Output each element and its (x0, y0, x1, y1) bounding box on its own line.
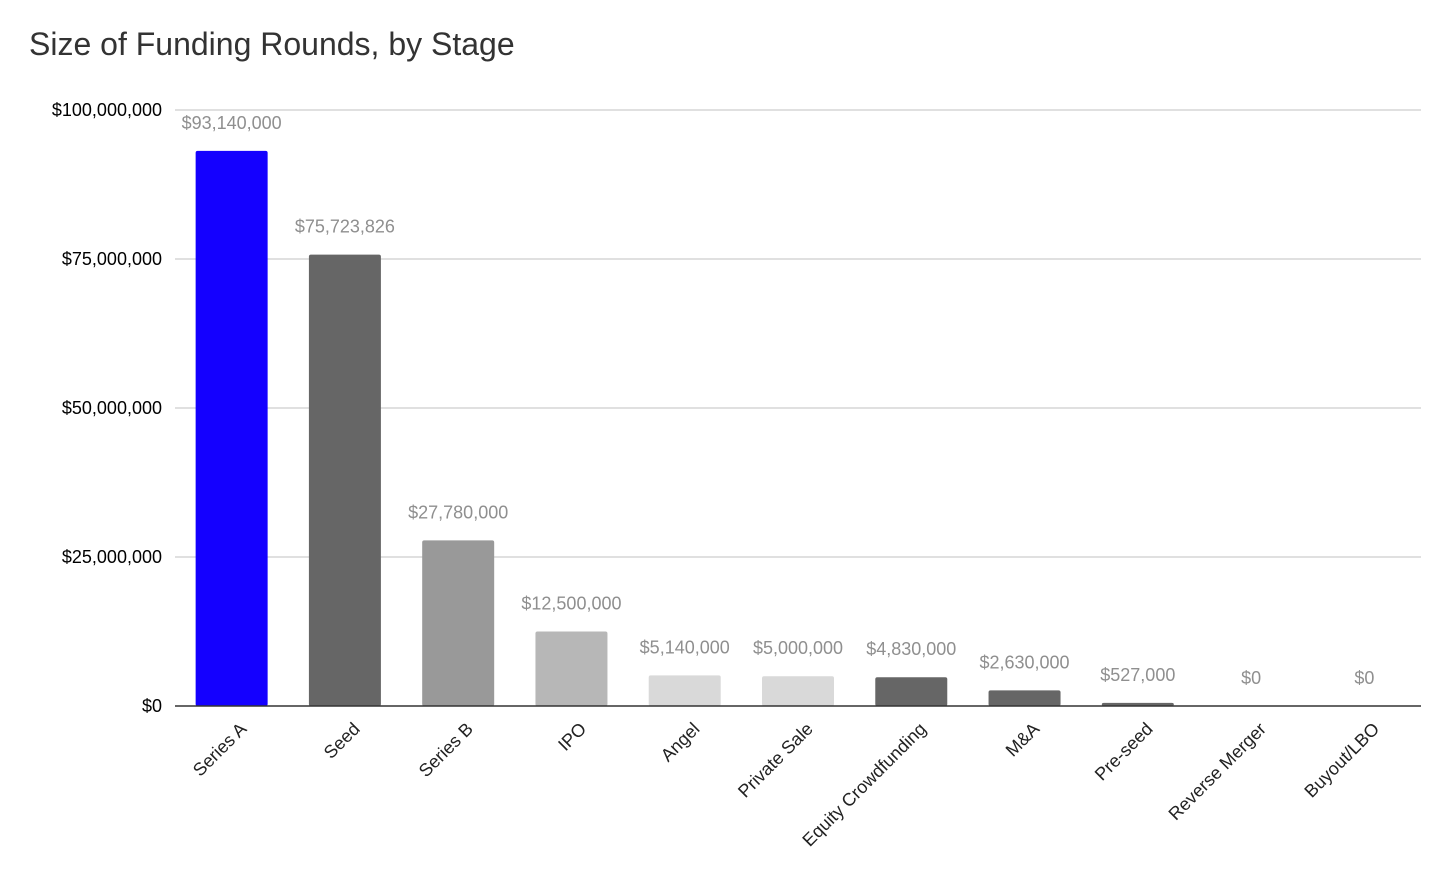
bar (648, 675, 721, 706)
x-tick-label: Angel (657, 719, 704, 766)
bar (875, 677, 948, 706)
x-axis-ticks: Series A Seed Series B IPO Angel Private Sale… (189, 719, 1383, 851)
bars (195, 150, 1174, 707)
data-label: $4,830,000 (866, 639, 956, 659)
bar (308, 254, 381, 707)
data-labels: $93,140,000 $75,723,826 $27,780,000 $12,500… (182, 113, 1375, 688)
data-label: $27,780,000 (408, 502, 508, 522)
bar (762, 676, 834, 706)
y-axis-ticks: $0 $25,000,000 $50,000,000 $75,000,000 $100,… (52, 100, 162, 716)
data-label: $527,000 (1100, 665, 1175, 685)
bar (1101, 702, 1174, 706)
x-tick-label: Reverse Merger (1165, 719, 1270, 824)
x-tick-label: Series A (189, 719, 251, 781)
y-tick-label: $50,000,000 (62, 398, 162, 418)
x-tick-label: IPO (554, 719, 590, 755)
gridlines (175, 109, 1421, 558)
data-label: $12,500,000 (521, 594, 621, 614)
y-tick-label: $75,000,000 (62, 249, 162, 269)
y-tick-label: $0 (142, 696, 162, 716)
y-tick-label: $100,000,000 (52, 100, 162, 120)
x-tick-label: Buyout/LBO (1300, 719, 1383, 802)
data-label: $0 (1354, 668, 1374, 688)
bar (535, 631, 608, 706)
y-tick-label: $25,000,000 (62, 547, 162, 567)
data-label: $5,140,000 (640, 637, 730, 657)
bar (195, 150, 268, 706)
x-tick-label: Series B (415, 719, 477, 781)
bar (988, 690, 1061, 706)
data-label: $93,140,000 (182, 113, 282, 133)
x-tick-label: M&A (1002, 719, 1044, 761)
data-label: $5,000,000 (753, 638, 843, 658)
x-tick-label: Equity Crowdfunding (799, 719, 931, 851)
x-tick-label: Seed (320, 719, 364, 763)
x-tick-label: Pre-seed (1091, 719, 1157, 785)
data-label: $2,630,000 (979, 652, 1069, 672)
data-label: $75,723,826 (295, 217, 395, 237)
bar (422, 540, 495, 706)
x-tick-label: Private Sale (734, 719, 817, 802)
data-label: $0 (1241, 668, 1261, 688)
chart-title: Size of Funding Rounds, by Stage (29, 26, 515, 62)
